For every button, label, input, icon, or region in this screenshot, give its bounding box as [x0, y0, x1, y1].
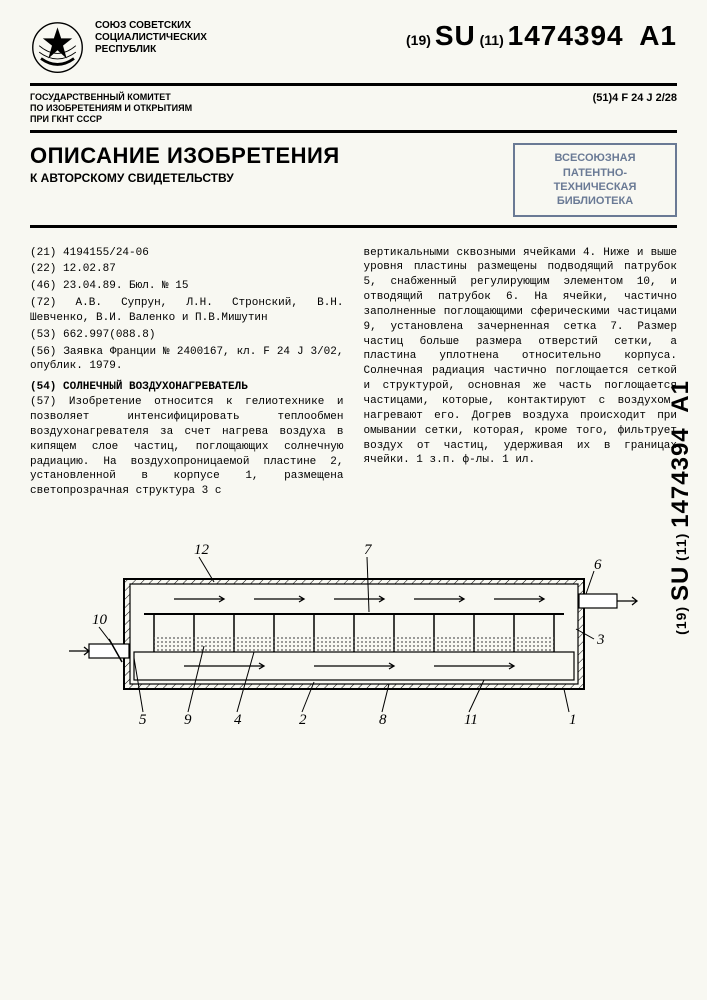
svg-text:12: 12: [194, 542, 210, 558]
svg-text:8: 8: [379, 712, 387, 728]
side-code-19: (19): [673, 606, 689, 635]
field-21: (21) 4194155/24-06: [30, 246, 344, 261]
title-block: ОПИСАНИЕ ИЗОБРЕТЕНИЯ К АВТОРСКОМУ СВИДЕТ…: [30, 143, 513, 185]
code-11: (11): [480, 32, 504, 48]
svg-text:6: 6: [594, 557, 602, 573]
republic-label: СОЮЗ СОВЕТСКИХ СОЦИАЛИСТИЧЕСКИХ РЕСПУБЛИ…: [95, 20, 396, 56]
figure-drawing: 12 7 6 3 1 11 8 2 4 9 5 10: [64, 524, 644, 734]
svg-text:2: 2: [299, 712, 307, 728]
ipc-code: (51)4 F 24 J 2/28: [593, 92, 677, 124]
svg-text:5: 5: [139, 712, 147, 728]
svg-text:11: 11: [464, 712, 478, 728]
pub-number: 1474394: [508, 20, 624, 51]
svg-text:9: 9: [184, 712, 192, 728]
svg-text:3: 3: [596, 632, 605, 648]
body-columns: (21) 4194155/24-06 (22) 12.02.87 (46) 23…: [30, 246, 677, 500]
field-22: (22) 12.02.87: [30, 262, 344, 277]
svg-text:1: 1: [569, 712, 577, 728]
svg-text:10: 10: [92, 612, 108, 628]
stamp-line2: ПАТЕНТНО-ТЕХНИЧЕСКАЯ: [525, 166, 665, 195]
header-row: СОЮЗ СОВЕТСКИХ СОЦИАЛИСТИЧЕСКИХ РЕСПУБЛИ…: [30, 20, 677, 86]
abstract-left: (57) Изобретение относится к гелиотехник…: [30, 395, 344, 499]
field-53: (53) 662.997(088.8): [30, 328, 344, 343]
side-su: SU: [667, 566, 694, 601]
stamp-line1: ВСЕСОЮЗНАЯ: [525, 151, 665, 165]
abstract-right: вертикальными сквозными ячейками 4. Ниже…: [364, 246, 678, 469]
su-label: SU: [435, 20, 476, 51]
code-19: (19): [406, 32, 431, 48]
committee-row: ГОСУДАРСТВЕННЫЙ КОМИТЕТ ПО ИЗОБРЕТЕНИЯМ …: [30, 92, 677, 133]
svg-text:4: 4: [234, 712, 242, 728]
committee-label: ГОСУДАРСТВЕННЫЙ КОМИТЕТ ПО ИЗОБРЕТЕНИЯМ …: [30, 92, 192, 124]
title-row: ОПИСАНИЕ ИЗОБРЕТЕНИЯ К АВТОРСКОМУ СВИДЕТ…: [30, 143, 677, 227]
left-column: (21) 4194155/24-06 (22) 12.02.87 (46) 23…: [30, 246, 344, 500]
right-column: вертикальными сквозными ячейками 4. Ниже…: [364, 246, 678, 500]
figure: 12 7 6 3 1 11 8 2 4 9 5 10: [30, 524, 677, 739]
field-72: (72) А.В. Супрун, Л.Н. Стронский, В.Н. Ш…: [30, 296, 344, 326]
invention-title: (54) СОЛНЕЧНЫЙ ВОЗДУХОНАГРЕВАТЕЛЬ: [30, 380, 344, 395]
side-publication-id: (19) SU (11) 1474394 A1: [667, 380, 695, 635]
field-46: (46) 23.04.89. Бюл. № 15: [30, 279, 344, 294]
main-title: ОПИСАНИЕ ИЗОБРЕТЕНИЯ: [30, 143, 513, 169]
ussr-emblem-icon: [30, 20, 85, 75]
side-number: 1474394: [667, 427, 694, 527]
publication-id: (19) SU (11) 1474394 A1: [406, 20, 677, 52]
stamp-line3: БИБЛИОТЕКА: [525, 194, 665, 208]
side-suffix: A1: [667, 380, 694, 413]
side-code-11: (11): [673, 533, 689, 561]
pub-suffix: A1: [639, 20, 677, 51]
library-stamp: ВСЕСОЮЗНАЯ ПАТЕНТНО-ТЕХНИЧЕСКАЯ БИБЛИОТЕ…: [513, 143, 677, 216]
field-56: (56) Заявка Франции № 2400167, кл. F 24 …: [30, 345, 344, 375]
subtitle: К АВТОРСКОМУ СВИДЕТЕЛЬСТВУ: [30, 171, 513, 185]
patent-page: СОЮЗ СОВЕТСКИХ СОЦИАЛИСТИЧЕСКИХ РЕСПУБЛИ…: [0, 0, 707, 1000]
svg-text:7: 7: [364, 542, 373, 558]
